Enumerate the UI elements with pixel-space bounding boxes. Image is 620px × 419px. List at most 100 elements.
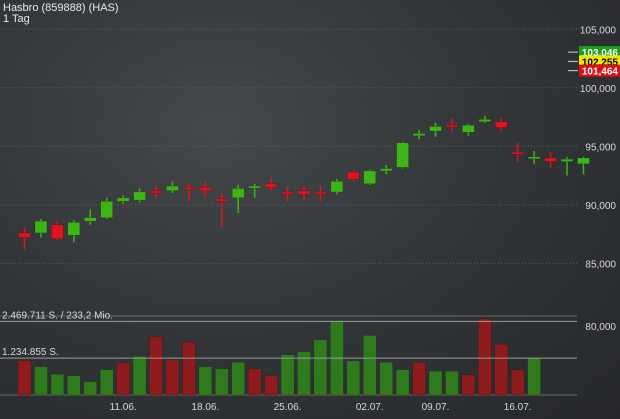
volume-bar — [99, 369, 114, 396]
candle-body — [330, 181, 344, 193]
date-tick-label: 16.07. — [504, 402, 532, 413]
candle-up — [67, 220, 81, 243]
volume-bar — [346, 360, 361, 396]
volume-bar — [67, 375, 81, 396]
candle-down — [544, 152, 557, 169]
candle-body — [51, 224, 64, 240]
candle-up — [133, 188, 146, 203]
candle-up — [577, 156, 590, 175]
date-axis: 11.06. 18.06. 25.06. 02.07. 09.07. 16.07. — [110, 402, 532, 413]
volume-bar — [132, 355, 147, 396]
candle-down — [314, 186, 327, 202]
volume-bar — [17, 360, 32, 396]
candle-down — [281, 186, 294, 202]
candle-down — [149, 184, 163, 199]
candle-body — [149, 190, 163, 194]
price-badge-last — [579, 46, 620, 59]
volume-bar — [280, 354, 295, 396]
price-badge-label: 103,046 — [582, 48, 619, 59]
candle-body — [100, 201, 113, 218]
candle-body — [462, 124, 475, 133]
candle-body — [478, 119, 492, 122]
price-badge-label: 102,255 — [582, 57, 619, 68]
candle-body — [412, 133, 426, 137]
candle-body — [396, 142, 409, 168]
date-tick-label: 25.06. — [274, 402, 302, 413]
price-tick-label: 105,000 — [580, 25, 617, 36]
price-tick-label: 95,000 — [585, 142, 616, 153]
candle-down — [297, 186, 311, 201]
candle-body — [166, 185, 179, 192]
volume-bar — [198, 366, 213, 396]
volume-bar — [297, 351, 311, 396]
price-tick-label: 85,000 — [585, 259, 616, 270]
volume-bar — [165, 359, 180, 396]
date-tick-label: 02.07. — [356, 402, 384, 413]
candle-up — [363, 169, 376, 185]
candle-down — [264, 177, 278, 191]
candle-body — [297, 190, 311, 195]
candle-body — [84, 217, 97, 222]
candle-body — [281, 191, 294, 195]
candle-up — [231, 184, 245, 214]
candle-up — [412, 129, 426, 140]
volume-bar — [264, 375, 278, 396]
candle-up — [396, 141, 409, 169]
candle-up — [84, 209, 97, 225]
volume-bar — [412, 361, 426, 396]
candle-up — [248, 183, 261, 198]
candle-up — [34, 218, 48, 238]
candle-down — [495, 118, 508, 132]
price-tick-label: 90,000 — [585, 201, 616, 212]
volume-bar — [182, 341, 196, 396]
volume-reference-label: 1.234.855 S. — [2, 347, 59, 358]
candle-body — [34, 220, 48, 234]
candle-body — [429, 126, 442, 132]
period-label: 1 Tag — [3, 13, 30, 25]
candle-up — [379, 165, 393, 175]
candle-body — [215, 198, 229, 202]
volume-axis-label: 80,000 — [585, 322, 616, 333]
candle-down — [51, 221, 64, 240]
volume-panel: 2.469.711 S. / 233,2 Mio. 1.234.855 S. 80,… — [0, 310, 616, 396]
price-tick-label: 100,000 — [580, 84, 617, 95]
candle-up — [429, 122, 442, 137]
candle-body — [495, 121, 508, 128]
price-badge-low — [579, 64, 620, 77]
candle-body — [199, 187, 212, 192]
candle-body — [363, 170, 376, 184]
candle-up — [478, 115, 492, 123]
price-candles — [18, 115, 590, 250]
candle-up — [560, 156, 574, 176]
candle-body — [314, 191, 327, 195]
candle-down — [347, 170, 360, 182]
candle-body — [577, 157, 590, 165]
price-badge-mid — [579, 55, 620, 68]
candle-down — [182, 183, 196, 202]
candle-body — [544, 157, 557, 162]
candle-down — [445, 118, 459, 132]
volume-bar — [313, 339, 328, 396]
price-grid — [0, 28, 577, 264]
candle-body — [182, 187, 196, 190]
volume-bar — [215, 368, 229, 396]
date-tick-label: 09.07. — [422, 402, 450, 413]
candle-body — [511, 151, 524, 155]
price-badge-label: 101,464 — [582, 67, 619, 78]
candle-body — [248, 185, 261, 189]
candle-body — [18, 232, 31, 238]
volume-bar — [510, 369, 525, 396]
instrument-title: Hasbro (859888) (HAS) — [3, 2, 119, 14]
candle-up — [100, 197, 113, 219]
candle-body — [347, 171, 360, 180]
volume-bar — [83, 381, 98, 396]
candle-up — [330, 179, 344, 195]
candle-down — [18, 227, 31, 250]
volume-bar — [527, 357, 541, 396]
date-tick-label: 18.06. — [191, 402, 219, 413]
volume-bar — [247, 368, 262, 396]
volume-bar — [34, 366, 48, 396]
price-axis: 85,000 90,000 95,000 100,000 105,000 — [580, 25, 617, 270]
